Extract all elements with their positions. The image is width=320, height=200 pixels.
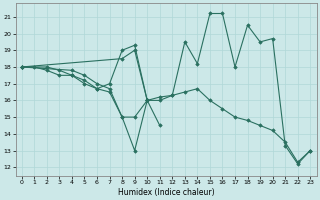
X-axis label: Humidex (Indice chaleur): Humidex (Indice chaleur) bbox=[118, 188, 214, 197]
